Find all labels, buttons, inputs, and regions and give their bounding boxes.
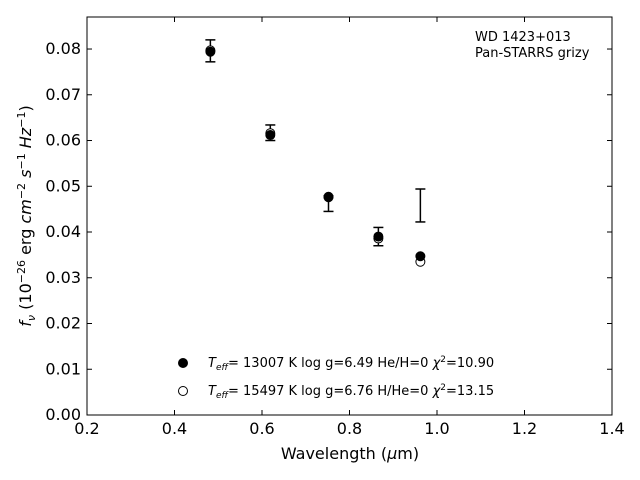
x-tick-label: 1.4 [599, 419, 624, 438]
y-tick-label: 0.00 [45, 405, 81, 424]
model-point-filled [415, 251, 426, 262]
x-tick-label: 0.6 [249, 419, 274, 438]
y-tick-label: 0.02 [45, 314, 81, 333]
y-tick-label: 0.01 [45, 359, 81, 378]
annotation-object-name: WD 1423+013 [475, 30, 571, 45]
legend-marker-filled [178, 358, 188, 368]
x-axis-label: Wavelength (μm) [281, 444, 419, 463]
annotation-survey-name: Pan-STARRS grizy [475, 46, 590, 61]
x-tick-label: 0.2 [74, 419, 99, 438]
legend-marker-open [178, 386, 188, 396]
model-point-filled [205, 46, 216, 57]
marker-layer [205, 45, 426, 267]
y-tick-label: 0.06 [45, 131, 81, 150]
x-tick-label: 1.0 [424, 419, 449, 438]
legend: Teff= 13007 K log g=6.49 He/H=0 χ2=10.90… [178, 355, 494, 401]
model-point-filled [323, 191, 334, 202]
y-tick-label: 0.03 [45, 268, 81, 287]
y-tick-label: 0.08 [45, 39, 81, 58]
x-tick-label: 0.4 [162, 419, 187, 438]
y-axis-label: fν (10−26 erg cm−2 s−1 Hz−1) [15, 105, 38, 326]
x-tick-label: 0.8 [337, 419, 362, 438]
plot-area [86, 16, 613, 416]
y-tick-label: 0.04 [45, 222, 81, 241]
model-point-filled [265, 130, 276, 141]
y-tick-label: 0.05 [45, 176, 81, 195]
y-tick-label: 0.07 [45, 85, 81, 104]
legend-entry-1: Teff= 13007 K log g=6.49 He/H=0 χ2=10.90 [208, 355, 494, 373]
ticks-layer: 0.2 0.4 0.6 0.8 1.0 1.2 1.4 0.00 0.01 0.02 0.03 0.0… [45, 17, 625, 438]
model-point-filled [373, 231, 384, 242]
legend-entry-2: Teff= 15497 K log g=6.76 H/He=0 χ2=13.15 [208, 383, 494, 401]
x-tick-label: 1.2 [512, 419, 537, 438]
